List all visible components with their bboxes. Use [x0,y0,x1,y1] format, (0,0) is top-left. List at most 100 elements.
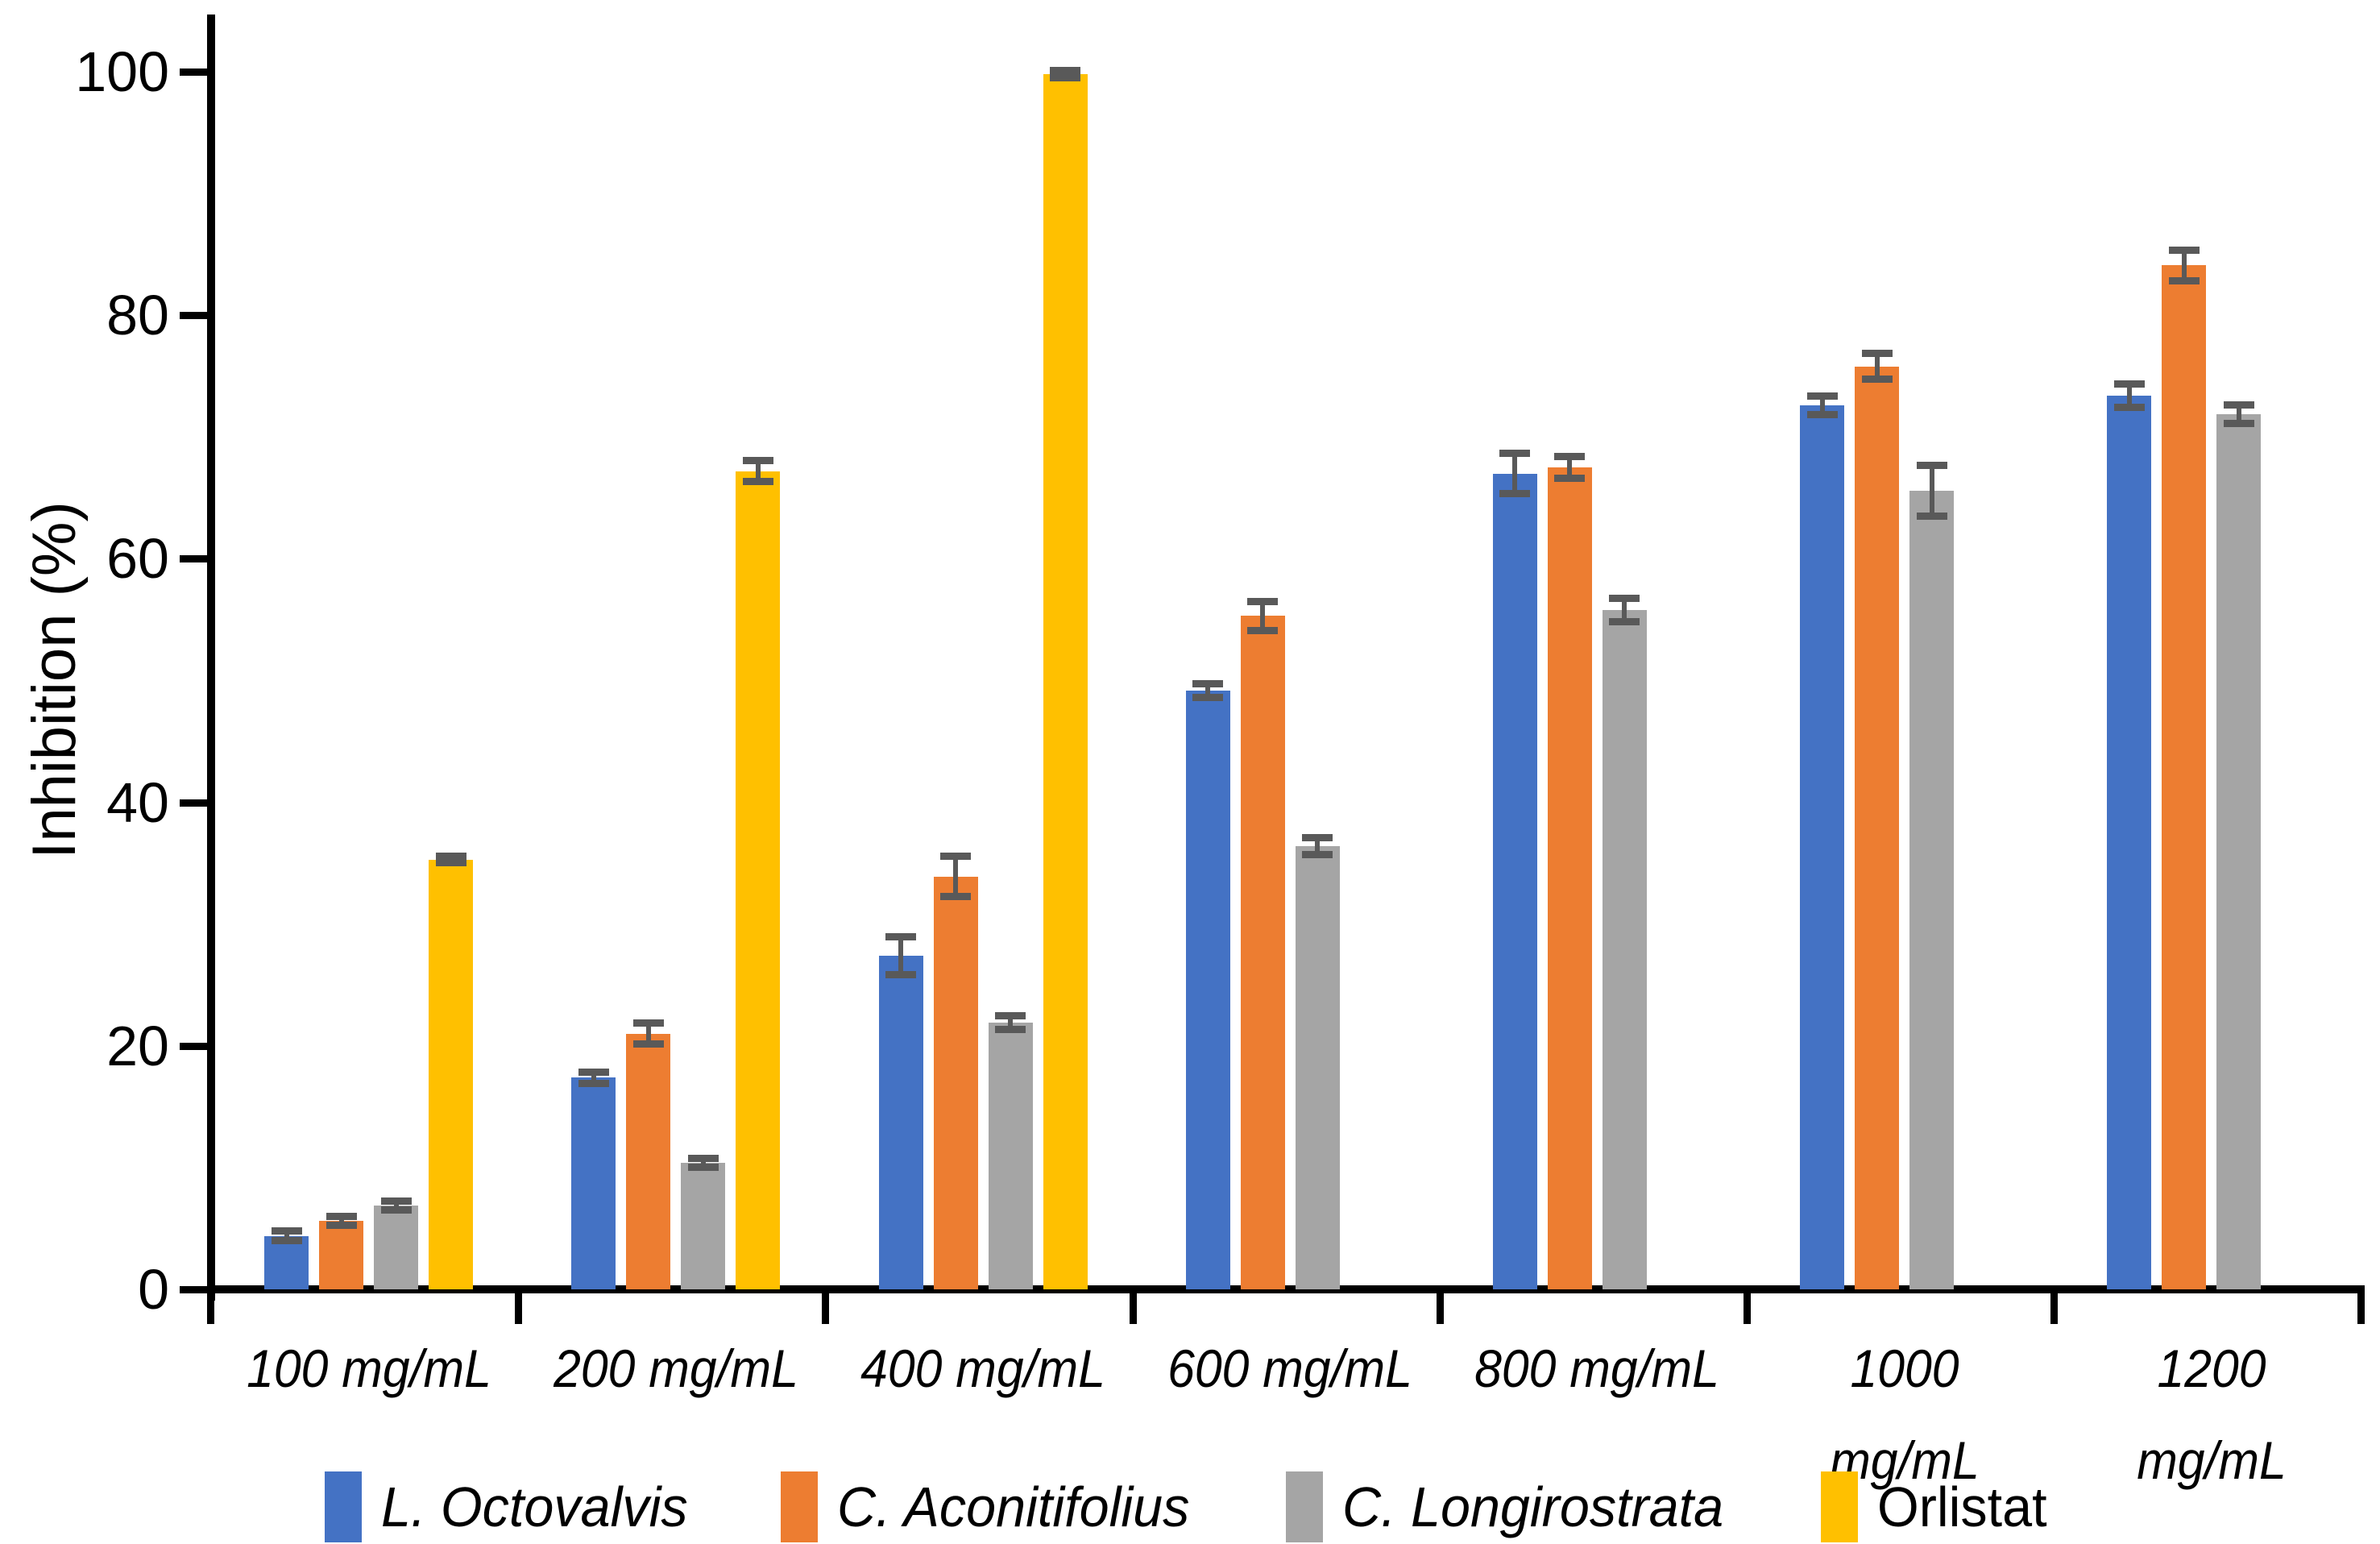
x-category-label: 600 mg/mL [1167,1339,1413,1398]
error-bar-line [1567,456,1573,479]
legend-label: L. Octovalvis [380,1476,688,1538]
error-bar-cap-bottom [1050,73,1080,81]
error-bar-line [1008,1015,1013,1031]
y-tick-label: 20 [106,1014,169,1077]
x-category-label: 1000 mg/mL [1829,1339,1980,1490]
error-bar-cap-bottom [2168,276,2200,284]
error-bar-cap-bottom [2113,404,2145,412]
error-bar-line [284,1231,289,1241]
x-axis-tick [207,1293,214,1324]
legend-label: Orlistat [1876,1476,2047,1538]
error-bar-line [700,1157,706,1168]
bar-c-longirostrata-200 [681,1162,726,1289]
bar-c-longirostrata-600 [1295,845,1340,1289]
bar-l-octovalvis-200 [571,1077,616,1289]
legend-item-c-longirostrata: C. Longirostrata [1285,1471,1744,1542]
error-bar-cap-bottom [1916,512,1947,520]
y-axis-tick [180,555,207,563]
error-bar-cap-bottom [1302,850,1333,858]
x-category-label: 800 mg/mL [1474,1339,1720,1398]
bar-l-octovalvis-400 [878,955,923,1289]
bar-c-aconitifolius-400 [933,876,978,1289]
y-tick-label: 80 [106,284,169,347]
error-bar-line [953,856,958,898]
error-bar-line [338,1216,344,1226]
error-bar-line [2236,404,2241,424]
error-bar-cap-top [1609,594,1640,602]
x-axis-tick [1744,1293,1751,1324]
error-bar-line [755,460,761,483]
error-bar-line [1205,683,1211,698]
error-bar-cap-bottom [380,1206,412,1214]
x-axis-tick [822,1293,830,1324]
legend-item-orlistat: Orlistat [1820,1471,2056,1542]
error-bar-cap-top [1861,350,1893,358]
error-bar-cap-top [1192,679,1224,687]
error-bar-cap-bottom [885,971,916,979]
bar-l-octovalvis-1000 [1800,405,1845,1289]
error-bar-cap-bottom [578,1079,609,1087]
error-bar-cap-bottom [2223,419,2254,427]
y-axis-tick [180,312,207,320]
error-bar-cap-top [578,1068,609,1076]
error-bar-cap-top [2168,246,2200,254]
error-bar-cap-bottom [995,1026,1026,1034]
error-bar-cap-top [2223,401,2254,409]
y-axis-tick [180,1286,207,1293]
y-axis-line [207,15,215,1301]
error-bar-cap-top [1806,392,1838,400]
x-axis-tick [515,1293,523,1324]
bar-l-octovalvis-100 [264,1235,309,1289]
error-bar-line [898,936,903,976]
bar-orlistat-100 [429,859,474,1289]
error-bar-cap-top [271,1227,302,1235]
legend-item-l-octovalvis: L. Octovalvis [324,1471,704,1542]
x-axis-line [207,1285,2365,1293]
y-tick-label: 100 [75,40,169,103]
error-bar-cap-bottom [435,859,466,867]
error-bar-cap-top [380,1197,412,1205]
bar-c-longirostrata-800 [1602,609,1647,1289]
error-bar-cap-top [1916,462,1947,470]
legend-swatch-icon [781,1471,819,1542]
error-bar-cap-bottom [1861,376,1893,384]
error-bar-cap-top [1302,834,1333,842]
error-bar-cap-bottom [1554,474,1586,482]
bar-c-longirostrata-1200 [2216,413,2262,1289]
error-bar-cap-top [940,853,971,861]
error-bar-cap-bottom [687,1163,719,1171]
error-bar-line [591,1071,596,1084]
legend-label: C. Longirostrata [1341,1476,1723,1538]
bar-c-longirostrata-1000 [1909,490,1955,1289]
error-bar-line [2181,249,2187,281]
error-bar-cap-top [1499,449,1531,457]
bar-l-octovalvis-1200 [2107,395,2152,1289]
bar-c-aconitifolius-100 [319,1221,364,1289]
legend: L. Octovalvis C. Aconitifolius C. Longiros… [0,1471,2380,1542]
bar-l-octovalvis-600 [1185,690,1230,1289]
x-category-label: 200 mg/mL [553,1339,798,1398]
x-category-label: 100 mg/mL [246,1339,491,1398]
y-tick-label: 60 [106,527,169,591]
error-bar-line [1819,395,1825,416]
x-category-label: 400 mg/mL [860,1339,1105,1398]
bar-c-aconitifolius-200 [626,1033,671,1289]
error-bar-line [1512,452,1518,495]
error-bar-line [1315,837,1321,855]
error-bar-cap-top [687,1154,719,1162]
error-bar-line [1874,353,1880,380]
error-bar-cap-top [632,1019,664,1027]
x-axis-tick [1129,1293,1137,1324]
error-bar-cap-bottom [1499,490,1531,498]
error-bar-cap-bottom [742,478,773,486]
y-tick-label: 40 [106,770,169,834]
error-bar-cap-bottom [1192,693,1224,701]
y-axis-tick [180,799,207,807]
error-bar-line [2126,383,2132,409]
bar-c-aconitifolius-800 [1547,467,1592,1289]
error-bar-line [393,1200,399,1210]
error-bar-cap-top [742,457,773,464]
error-bar-cap-top [325,1213,357,1221]
error-bar-cap-top [1050,67,1080,75]
